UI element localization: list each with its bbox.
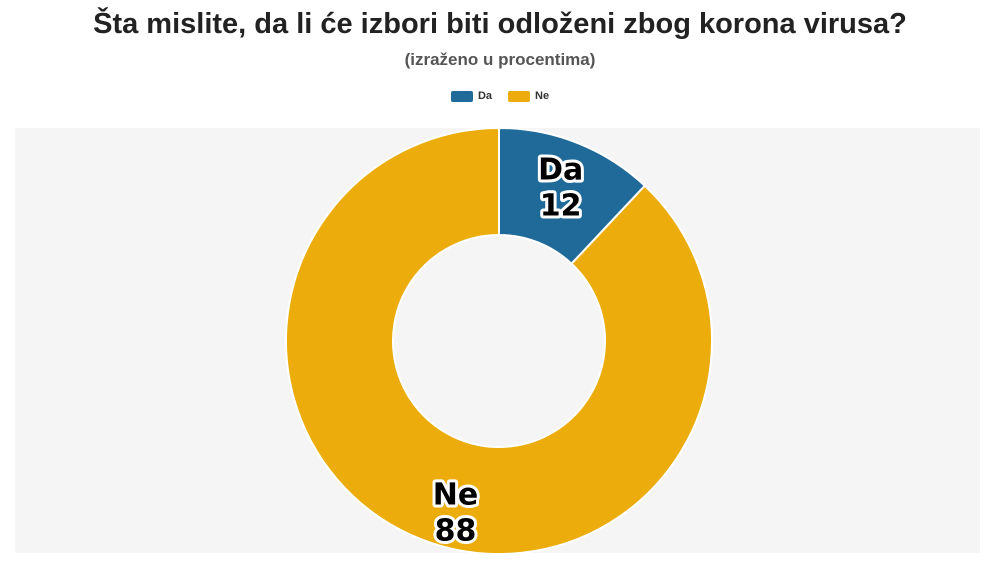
slice-label-category-da: Da bbox=[538, 152, 583, 187]
chart-title: Šta mislite, da li će izbori biti odlože… bbox=[93, 8, 907, 40]
legend-swatch-ne bbox=[508, 90, 530, 102]
slice-label-category-ne: Ne bbox=[433, 478, 478, 513]
slice-label-value-da: 12 bbox=[540, 188, 582, 223]
slice-label-value-ne: 88 bbox=[435, 514, 477, 549]
legend-label-ne: Ne bbox=[535, 90, 550, 102]
donut-slice-ne[interactable] bbox=[285, 128, 713, 553]
chart-subtitle: (izraženo u procentima) bbox=[404, 50, 596, 69]
plot-area: Da 12 Ne 88 bbox=[15, 128, 980, 553]
legend-item-da[interactable]: Da bbox=[450, 90, 492, 102]
legend-label-da: Da bbox=[477, 90, 492, 102]
chart-legend: Da Ne bbox=[0, 90, 1000, 102]
legend-item-ne[interactable]: Ne bbox=[508, 90, 549, 102]
legend-swatch-da bbox=[450, 90, 473, 102]
